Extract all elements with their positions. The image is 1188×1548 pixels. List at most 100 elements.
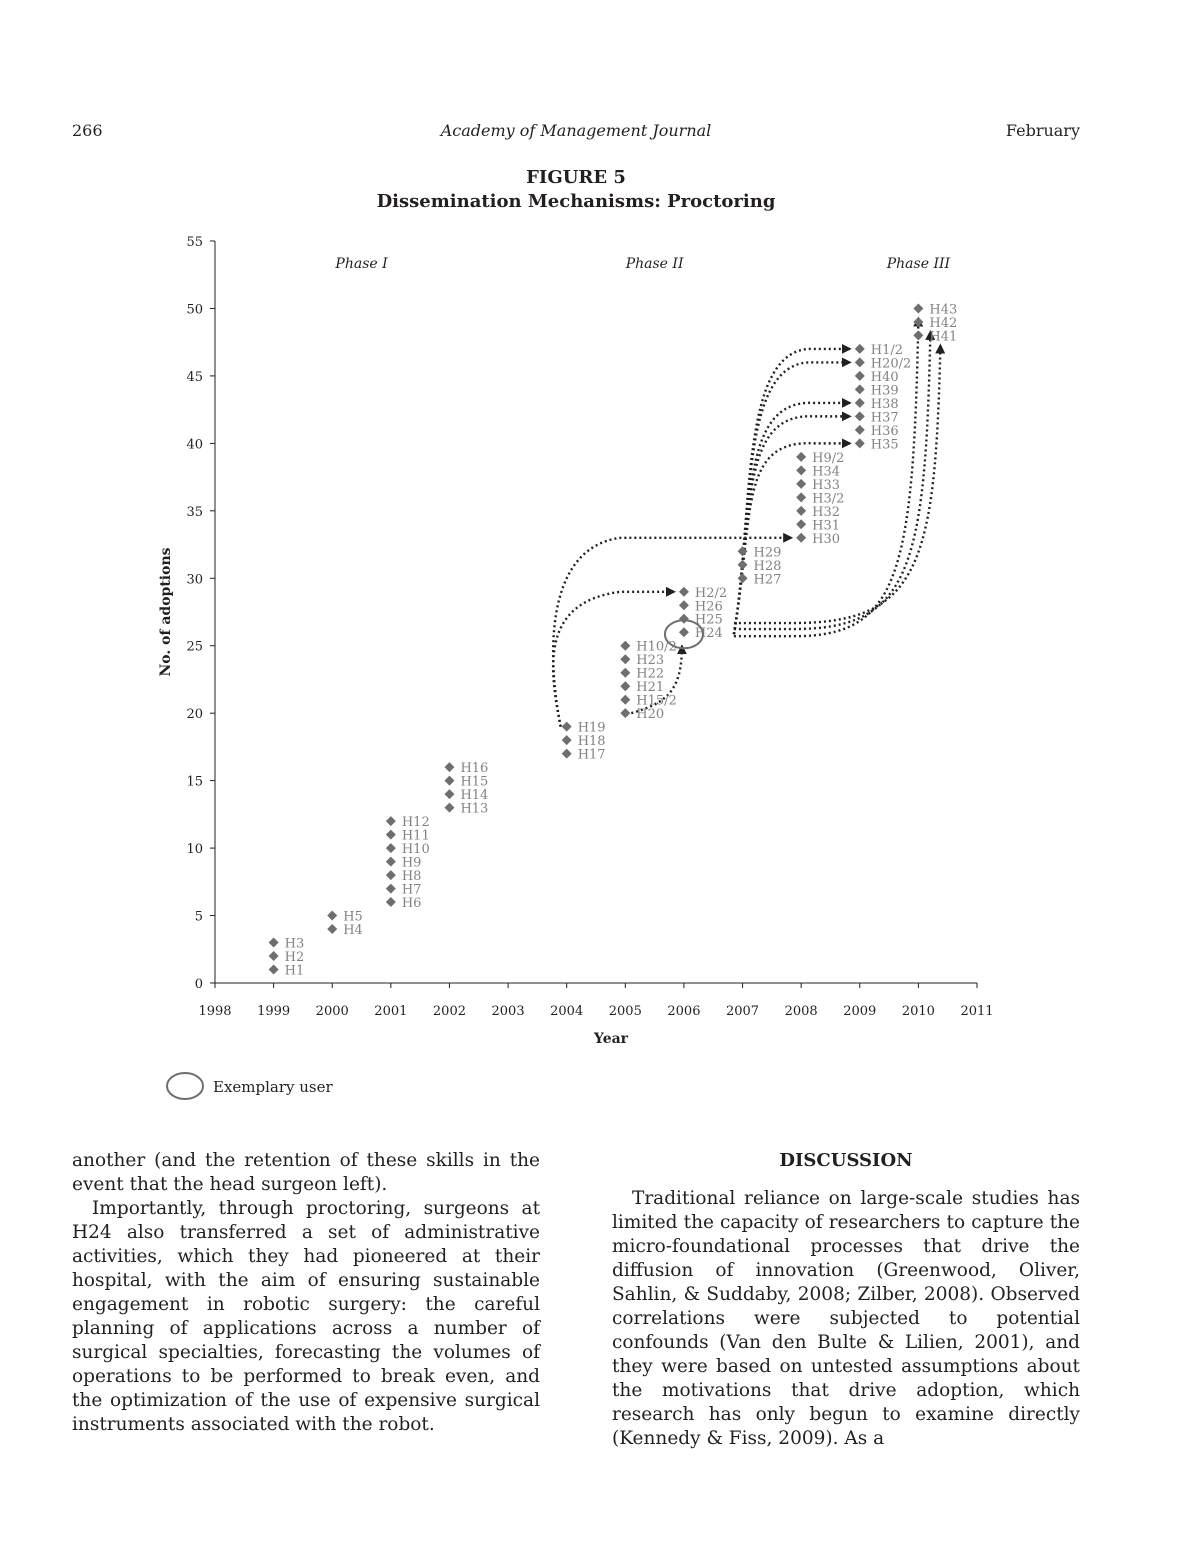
point-label: H42 <box>929 316 957 331</box>
x-axis-title: Year <box>593 1031 629 1047</box>
data-point <box>268 964 279 975</box>
phase-label: Phase III <box>886 256 951 272</box>
proctoring-arrow <box>733 329 936 631</box>
data-point <box>678 586 689 597</box>
data-point <box>796 532 807 543</box>
point-label: H10/2 <box>636 640 677 655</box>
point-label: H2/2 <box>695 586 727 601</box>
data-point <box>385 829 396 840</box>
y-tick-label: 0 <box>195 977 203 992</box>
point-label: H26 <box>695 599 723 614</box>
point-label: H12 <box>402 815 430 830</box>
proctoring-arrow <box>732 411 852 635</box>
x-tick-label: 2003 <box>492 1004 525 1019</box>
x-tick-label: 2005 <box>609 1004 642 1019</box>
data-point <box>854 397 865 408</box>
data-point <box>678 613 689 624</box>
point-label: H5 <box>343 910 363 925</box>
data-point <box>385 883 396 894</box>
data-point <box>854 343 865 354</box>
data-point <box>796 478 807 489</box>
data-point <box>620 667 631 678</box>
x-tick-label: 1999 <box>257 1004 290 1019</box>
proctoring-chart: 0 5 10 15 20 25 30 35 40 45 50 55 1998 1999 2000 2001 20… <box>158 235 994 1100</box>
y-axis-title: No. of adoptions <box>158 547 174 676</box>
point-label: H8 <box>402 869 422 884</box>
data-point <box>737 573 748 584</box>
paragraph: Importantly, through proctoring, surgeon… <box>72 1198 540 1435</box>
data-point <box>444 802 455 813</box>
data-point <box>385 843 396 854</box>
data-point <box>385 897 396 908</box>
point-label: H19 <box>578 721 606 736</box>
data-point <box>385 816 396 827</box>
data-point <box>854 384 865 395</box>
point-label: H11 <box>402 829 430 844</box>
data-point <box>327 910 338 921</box>
data-point <box>678 600 689 611</box>
paragraph: another (and the retention of these skil… <box>72 1150 540 1195</box>
point-label: H41 <box>929 329 957 344</box>
point-label: H29 <box>754 545 782 560</box>
point-label: H40 <box>871 370 899 385</box>
point-label: H1/2 <box>871 343 903 358</box>
point-label: H2 <box>285 950 305 965</box>
x-tick-label: 2004 <box>550 1004 583 1019</box>
point-label: H10 <box>402 842 430 857</box>
x-tick-label: 2001 <box>374 1004 407 1019</box>
x-tick-label: 2008 <box>785 1004 818 1019</box>
x-tick-label: 2002 <box>433 1004 466 1019</box>
data-point <box>854 370 865 381</box>
data-point <box>913 330 924 341</box>
data-point <box>913 303 924 314</box>
y-tick-label: 5 <box>195 910 203 925</box>
proctoring-arrow <box>733 316 924 638</box>
data-point <box>561 735 572 746</box>
data-point <box>620 640 631 651</box>
section-heading: DISCUSSION <box>779 1150 913 1171</box>
y-tick-label: 45 <box>186 370 203 385</box>
data-point <box>796 465 807 476</box>
point-label: H1 <box>285 964 305 979</box>
point-label: H6 <box>402 896 422 911</box>
left-text-column: another (and the retention of these skil… <box>72 1149 540 1437</box>
point-label: H14 <box>460 788 488 803</box>
point-label: H20 <box>636 707 664 722</box>
point-label: H23 <box>636 653 664 668</box>
point-label: H36 <box>871 424 899 439</box>
data-point <box>620 708 631 719</box>
x-tick-label: 1998 <box>198 1004 231 1019</box>
point-label: H24 <box>695 626 723 641</box>
proctoring-arrow <box>630 644 687 715</box>
data-point <box>444 762 455 773</box>
point-label: H17 <box>578 748 606 763</box>
journal-title: Academy of Management Journal <box>440 121 712 140</box>
exemplary-user-ring <box>663 619 704 650</box>
data-point <box>796 505 807 516</box>
x-tick-label: 2006 <box>667 1004 700 1019</box>
right-text-column: DISCUSSION Traditional reliance on large… <box>612 1149 1080 1451</box>
y-tick-label: 50 <box>186 302 203 317</box>
point-label: H15/2 <box>636 694 677 709</box>
data-point <box>737 546 748 557</box>
proctoring-arrow <box>732 343 852 635</box>
data-point <box>444 789 455 800</box>
data-point <box>327 924 338 935</box>
point-label: H32 <box>812 505 840 520</box>
point-label: H22 <box>636 667 664 682</box>
point-label: H15 <box>460 775 488 790</box>
point-label: H25 <box>695 613 723 628</box>
x-tick-label: 2011 <box>960 1004 993 1019</box>
point-label: H18 <box>578 734 606 749</box>
phase-label: Phase II <box>625 256 684 272</box>
y-tick-label: 15 <box>186 775 203 790</box>
point-label: H13 <box>460 802 488 817</box>
point-label: H38 <box>871 397 899 412</box>
data-point <box>854 424 865 435</box>
y-tick-label: 10 <box>186 842 203 857</box>
point-label: H39 <box>871 383 899 398</box>
x-tick-label: 2010 <box>902 1004 935 1019</box>
x-tick-label: 2009 <box>843 1004 876 1019</box>
data-point <box>854 357 865 368</box>
data-point <box>678 627 689 638</box>
